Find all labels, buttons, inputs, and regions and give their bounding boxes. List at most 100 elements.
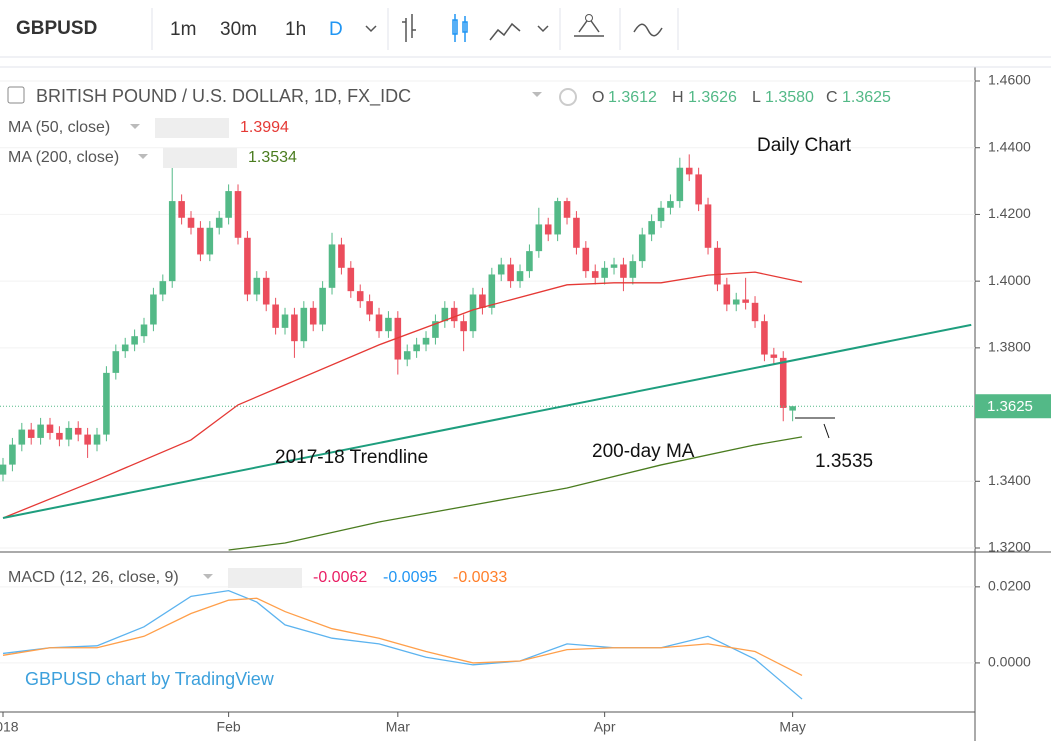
- macd-value: -0.0095: [383, 569, 437, 586]
- series-line: [2, 323, 972, 519]
- bars-icon[interactable]: [402, 14, 416, 42]
- interval-active[interactable]: D: [329, 19, 343, 40]
- ma-value: 1.3994: [240, 119, 289, 136]
- dropdown-icon[interactable]: [365, 25, 377, 33]
- candle-body: [121, 344, 129, 352]
- candle-body: [488, 274, 496, 308]
- candle-body: [685, 167, 693, 175]
- x-tick-label: Mar: [386, 719, 410, 735]
- macd-controls[interactable]: [228, 568, 302, 588]
- candle-body: [563, 201, 571, 218]
- candle-body: [159, 281, 167, 295]
- toolbar-bg: [0, 0, 1051, 57]
- series-line: [2, 271, 803, 519]
- candle-body: [526, 251, 533, 272]
- annotation-pointer: [795, 417, 835, 439]
- legend-toggle[interactable]: [7, 86, 25, 104]
- indicator-icon[interactable]: [633, 23, 663, 37]
- dropdown-icon[interactable]: [532, 92, 542, 97]
- ohlc-value: 1.3625: [842, 89, 891, 106]
- candle-body: [272, 304, 279, 328]
- candle-body: [253, 277, 261, 295]
- candle-body: [65, 427, 73, 440]
- candle-body: [56, 432, 63, 440]
- candle-body: [507, 264, 514, 282]
- interval[interactable]: 1m: [170, 19, 196, 40]
- ohlc-value: 1.3612: [608, 89, 657, 106]
- candle-body: [225, 191, 232, 218]
- x-tick-label: Feb: [217, 719, 241, 735]
- candle-body: [103, 372, 110, 435]
- series-line: [2, 597, 803, 677]
- y-tick-label: 0.0000: [988, 654, 1031, 670]
- y-tick-label: 0.0200: [988, 578, 1031, 594]
- candles-icon[interactable]: [452, 14, 468, 42]
- candle-body: [27, 429, 35, 438]
- candle-body: [535, 224, 543, 252]
- candle-body: [657, 207, 665, 222]
- candle-body: [215, 217, 223, 228]
- visibility-icon[interactable]: [559, 88, 577, 106]
- candle-body: [319, 287, 326, 325]
- last-price-label: 1.3625: [987, 398, 1033, 415]
- dropdown-icon[interactable]: [203, 574, 213, 579]
- y-tick-label: 1.4000: [988, 272, 1031, 288]
- candle-body: [234, 191, 242, 238]
- interval[interactable]: 1h: [285, 19, 306, 40]
- candle-body: [591, 271, 599, 278]
- candle-body: [554, 201, 561, 235]
- candle-body: [723, 284, 731, 305]
- candle-body: [309, 307, 317, 325]
- candle-body: [497, 264, 505, 275]
- candle-body: [300, 307, 308, 342]
- candle-body: [168, 201, 176, 282]
- area-icon[interactable]: [489, 22, 521, 41]
- y-tick-label: 1.4400: [988, 138, 1031, 154]
- ma-legend: MA (200, close): [8, 149, 119, 166]
- candle-body: [375, 314, 383, 332]
- candle-body: [610, 264, 618, 268]
- candle-body: [150, 294, 157, 325]
- candle-body: [479, 294, 486, 308]
- legend: BRITISH POUND / U.S. DOLLAR, 1D, FX_IDC …: [7, 86, 891, 588]
- candle-body: [516, 271, 524, 282]
- candle-body: [74, 427, 82, 435]
- candle-body: [620, 264, 627, 278]
- candle-body: [112, 351, 120, 373]
- ma-controls[interactable]: [163, 148, 237, 168]
- chart-title: BRITISH POUND / U.S. DOLLAR, 1D, FX_IDC: [36, 86, 411, 107]
- symbol[interactable]: GBPUSD: [16, 18, 97, 39]
- annotation: 2017-18 Trendline: [275, 447, 428, 468]
- candle-body: [638, 234, 646, 262]
- candle-body: [347, 267, 355, 292]
- candle-body: [206, 227, 214, 255]
- candle-body: [197, 227, 204, 255]
- watermark: GBPUSD chart by TradingView: [25, 669, 275, 689]
- y-tick-label: 1.3200: [988, 539, 1031, 555]
- candle-body: [131, 336, 138, 345]
- candle-body: [84, 434, 91, 445]
- candle-body: [450, 307, 458, 322]
- candle-body: [262, 277, 270, 305]
- series-line: [228, 436, 803, 551]
- annotation: 200-day MA: [592, 441, 695, 462]
- dropdown-icon[interactable]: [537, 25, 549, 33]
- y-tick-label: 1.4600: [988, 72, 1031, 88]
- toolbar: GBPUSD 1m 30m 1h D: [0, 0, 1051, 58]
- candle-body: [281, 314, 289, 328]
- candle-body: [667, 201, 674, 208]
- candle-body: [140, 324, 148, 337]
- candle-body: [356, 291, 364, 302]
- compare-icon-dot: [585, 14, 593, 22]
- interval[interactable]: 30m: [220, 19, 257, 40]
- candle-body: [328, 244, 336, 288]
- candle-body: [582, 247, 590, 272]
- dropdown-icon[interactable]: [130, 124, 140, 129]
- candle-body: [714, 247, 721, 285]
- ma-controls[interactable]: [155, 118, 229, 138]
- x-tick-label: May: [779, 719, 805, 735]
- y-tick-label: 1.3800: [988, 339, 1031, 355]
- dropdown-icon[interactable]: [138, 154, 148, 159]
- candle-body: [676, 167, 684, 202]
